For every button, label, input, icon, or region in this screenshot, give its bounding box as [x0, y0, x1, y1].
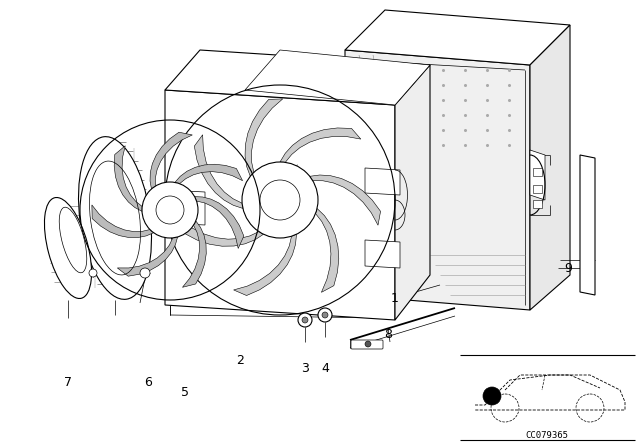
Polygon shape — [580, 155, 595, 295]
Polygon shape — [175, 164, 243, 184]
Text: 8: 8 — [384, 328, 392, 341]
Text: 7: 7 — [64, 375, 72, 388]
Text: 9: 9 — [564, 262, 572, 275]
Polygon shape — [533, 185, 542, 193]
Polygon shape — [195, 135, 243, 208]
Circle shape — [483, 387, 501, 405]
Polygon shape — [530, 25, 570, 310]
FancyBboxPatch shape — [351, 340, 383, 349]
Circle shape — [302, 317, 308, 323]
Text: CC079365: CC079365 — [525, 431, 568, 439]
Circle shape — [89, 269, 97, 277]
Circle shape — [322, 312, 328, 318]
Ellipse shape — [60, 207, 87, 273]
Polygon shape — [533, 200, 542, 208]
Polygon shape — [245, 99, 283, 177]
Text: 1: 1 — [391, 292, 399, 305]
Polygon shape — [180, 220, 264, 246]
Polygon shape — [530, 150, 545, 200]
Polygon shape — [150, 132, 193, 189]
Text: 2: 2 — [236, 353, 244, 366]
Circle shape — [365, 341, 371, 347]
Polygon shape — [345, 50, 530, 310]
Polygon shape — [365, 168, 400, 195]
Text: 5: 5 — [181, 385, 189, 399]
Polygon shape — [234, 234, 296, 296]
Polygon shape — [165, 50, 430, 105]
Polygon shape — [165, 90, 395, 320]
Polygon shape — [310, 175, 381, 225]
Polygon shape — [345, 10, 570, 65]
Circle shape — [242, 162, 318, 238]
Ellipse shape — [79, 137, 152, 299]
Polygon shape — [195, 197, 244, 249]
Text: 6: 6 — [144, 375, 152, 388]
Polygon shape — [245, 50, 430, 105]
Polygon shape — [365, 240, 400, 268]
Polygon shape — [92, 205, 154, 237]
Text: 3: 3 — [301, 362, 309, 375]
Polygon shape — [165, 190, 205, 225]
Polygon shape — [114, 146, 142, 211]
Polygon shape — [182, 221, 206, 287]
Circle shape — [140, 268, 150, 278]
Circle shape — [142, 182, 198, 238]
Text: 4: 4 — [321, 362, 329, 375]
Polygon shape — [117, 237, 177, 276]
Circle shape — [318, 308, 332, 322]
Polygon shape — [316, 208, 339, 293]
Polygon shape — [395, 65, 430, 320]
Polygon shape — [533, 168, 542, 176]
Circle shape — [298, 313, 312, 327]
Ellipse shape — [44, 198, 92, 298]
Polygon shape — [280, 128, 361, 162]
